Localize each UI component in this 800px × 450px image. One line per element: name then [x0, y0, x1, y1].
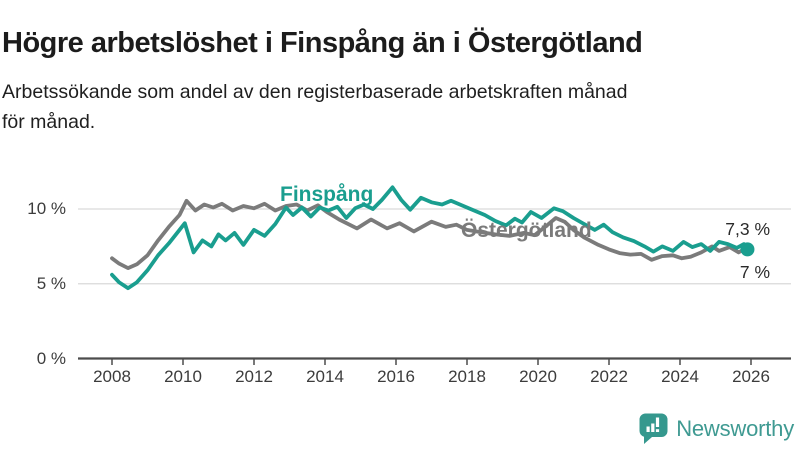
x-axis-label-2014: 2014 — [306, 367, 344, 386]
chart-subtitle-line1: Arbetssökande som andel av den registerb… — [2, 81, 628, 103]
x-axis-label-2008: 2008 — [93, 367, 131, 386]
x-axis-label-2022: 2022 — [590, 367, 628, 386]
x-axis-label-2026: 2026 — [732, 367, 770, 386]
end-dot-finspång — [740, 242, 755, 257]
x-axis-label-2016: 2016 — [377, 367, 415, 386]
x-axis-label-2018: 2018 — [448, 367, 486, 386]
chart-subtitle: Arbetssökande som andel av den registerb… — [2, 77, 762, 137]
x-axis-label-2020: 2020 — [519, 367, 557, 386]
line-finspång — [110, 185, 750, 291]
y-axis-label-0: 0 % — [36, 348, 66, 368]
bar-chart-speech-bubble-icon — [639, 413, 668, 444]
chart-subtitle-line2: för månad. — [2, 111, 96, 133]
end-value-label-finspang: 7,3 % — [725, 219, 770, 239]
y-axis-label-10: 10 % — [27, 199, 66, 218]
series-label-ostergotland: Östergötland — [461, 219, 592, 242]
page-title: Högre arbetslöshet i Finspång än i Öster… — [2, 27, 643, 60]
newsworthy-logo: Newsworthy — [639, 413, 794, 445]
x-axis-label-2024: 2024 — [661, 367, 699, 386]
x-axis-label-2012: 2012 — [235, 367, 273, 386]
series-label-finspang: Finspång — [280, 183, 374, 206]
brand-name: Newsworthy — [676, 416, 794, 441]
end-value-label-ostergotland: 7 % — [739, 262, 770, 282]
x-axis-label-2010: 2010 — [164, 367, 202, 386]
line-östergötland — [110, 198, 750, 271]
y-axis-label-5: 5 % — [36, 273, 66, 293]
